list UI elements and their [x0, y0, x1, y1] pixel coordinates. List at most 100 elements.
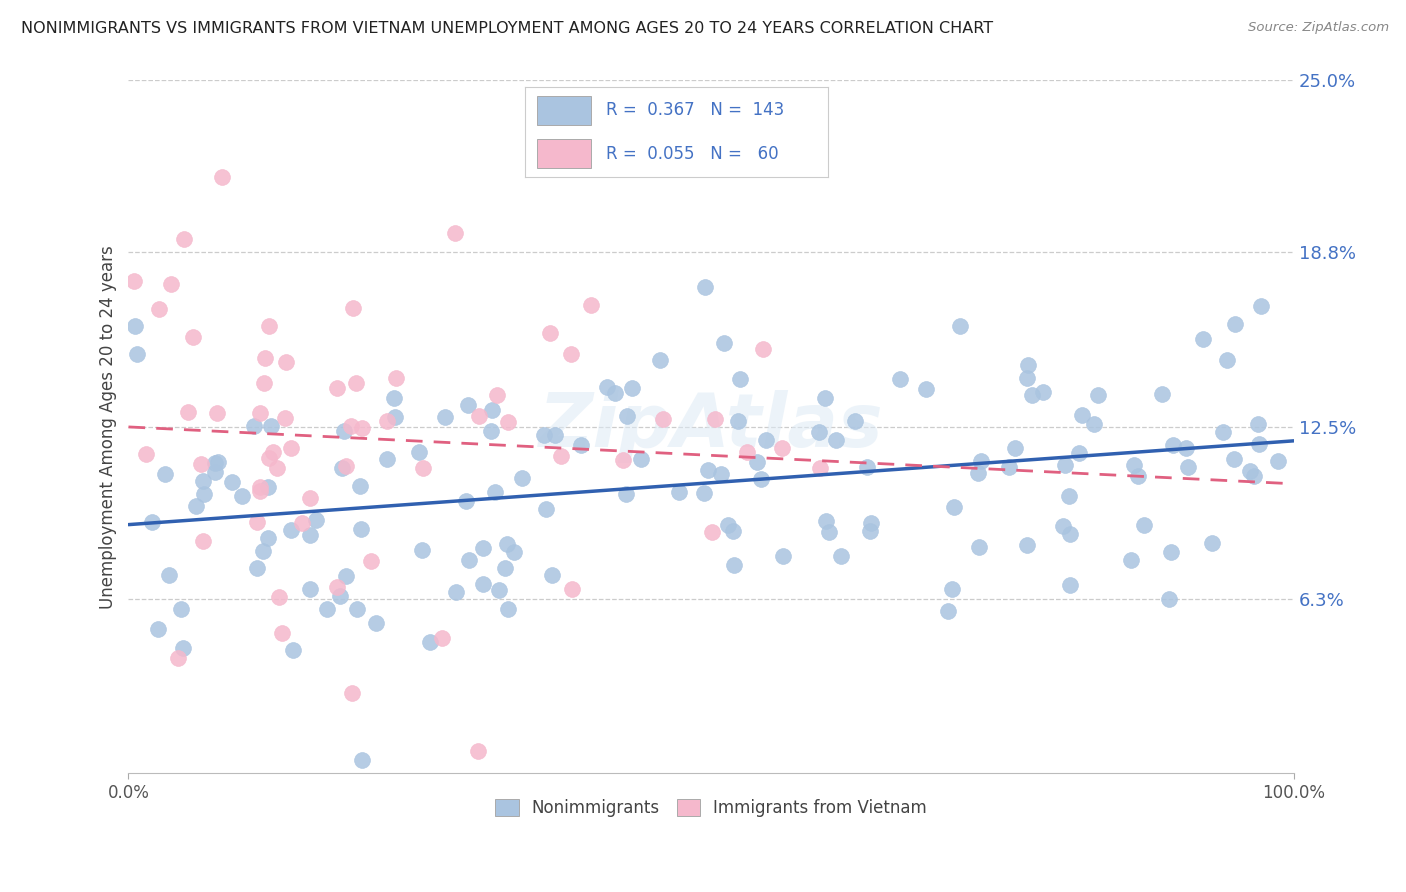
Point [298, 491, 321, 506]
Point [560, 347, 582, 361]
Point [135, 448, 157, 462]
Point [717, 517, 740, 532]
Point [550, 449, 572, 463]
Point [496, 537, 519, 551]
Point [825, 433, 848, 447]
Point [443, 226, 465, 240]
Point [703, 412, 725, 426]
Point [270, 625, 292, 640]
Point [344, 376, 367, 390]
Point [375, 414, 398, 428]
Point [595, 380, 617, 394]
Point [735, 444, 758, 458]
Point [350, 522, 373, 536]
Point [970, 454, 993, 468]
Point [1059, 578, 1081, 592]
Point [1247, 417, 1270, 432]
Point [221, 475, 243, 489]
Point [484, 484, 506, 499]
Point [457, 553, 479, 567]
Point [1223, 451, 1246, 466]
Point [350, 753, 373, 767]
Point [411, 543, 433, 558]
Point [481, 403, 503, 417]
Point [533, 427, 555, 442]
Point [1133, 517, 1156, 532]
Point [616, 409, 638, 424]
Point [472, 577, 495, 591]
Point [488, 583, 510, 598]
Point [1087, 388, 1109, 402]
Point [544, 428, 567, 442]
Point [257, 531, 280, 545]
Point [124, 319, 146, 334]
Point [472, 541, 495, 555]
Point [818, 525, 841, 540]
Point [1160, 545, 1182, 559]
Point [316, 601, 339, 615]
Point [246, 560, 269, 574]
Point [346, 602, 368, 616]
Point [141, 515, 163, 529]
Point [329, 589, 352, 603]
Point [914, 382, 936, 396]
Point [503, 545, 526, 559]
Point [335, 458, 357, 473]
Point [1121, 553, 1143, 567]
Point [193, 534, 215, 549]
Point [1059, 489, 1081, 503]
Point [274, 410, 297, 425]
Point [299, 582, 322, 597]
Point [700, 524, 723, 539]
Point [710, 467, 733, 481]
Point [249, 480, 271, 494]
Point [305, 513, 328, 527]
Point [948, 319, 970, 334]
Point [603, 385, 626, 400]
Point [243, 419, 266, 434]
Point [281, 642, 304, 657]
Point [510, 471, 533, 485]
Point [1032, 384, 1054, 399]
Point [1017, 359, 1039, 373]
Point [844, 414, 866, 428]
Point [457, 398, 479, 412]
Point [253, 376, 276, 390]
Point [696, 463, 718, 477]
Point [860, 516, 883, 530]
Point [280, 524, 302, 538]
Point [205, 406, 228, 420]
Point [326, 580, 349, 594]
Point [177, 405, 200, 419]
Point [125, 347, 148, 361]
Point [1177, 459, 1199, 474]
Text: Source: ZipAtlas.com: Source: ZipAtlas.com [1249, 21, 1389, 34]
Point [148, 301, 170, 316]
Point [349, 478, 371, 492]
Point [260, 419, 283, 434]
Point [1052, 518, 1074, 533]
Point [252, 543, 274, 558]
Point [855, 460, 877, 475]
Point [204, 457, 226, 471]
Point [534, 501, 557, 516]
Point [581, 298, 603, 312]
Point [384, 409, 406, 424]
Point [745, 455, 768, 469]
Legend: Nonimmigrants, Immigrants from Vietnam: Nonimmigrants, Immigrants from Vietnam [488, 793, 934, 824]
Point [299, 527, 322, 541]
Point [807, 425, 830, 439]
Point [727, 414, 749, 428]
Point [942, 500, 965, 515]
Point [695, 280, 717, 294]
Point [967, 466, 990, 480]
Point [814, 392, 837, 406]
Point [352, 421, 374, 435]
Point [1152, 386, 1174, 401]
Point [723, 558, 745, 573]
Point [1239, 465, 1261, 479]
Y-axis label: Unemployment Among Ages 20 to 24 years: Unemployment Among Ages 20 to 24 years [100, 244, 117, 608]
Point [648, 353, 671, 368]
Point [830, 549, 852, 563]
Point [1126, 469, 1149, 483]
